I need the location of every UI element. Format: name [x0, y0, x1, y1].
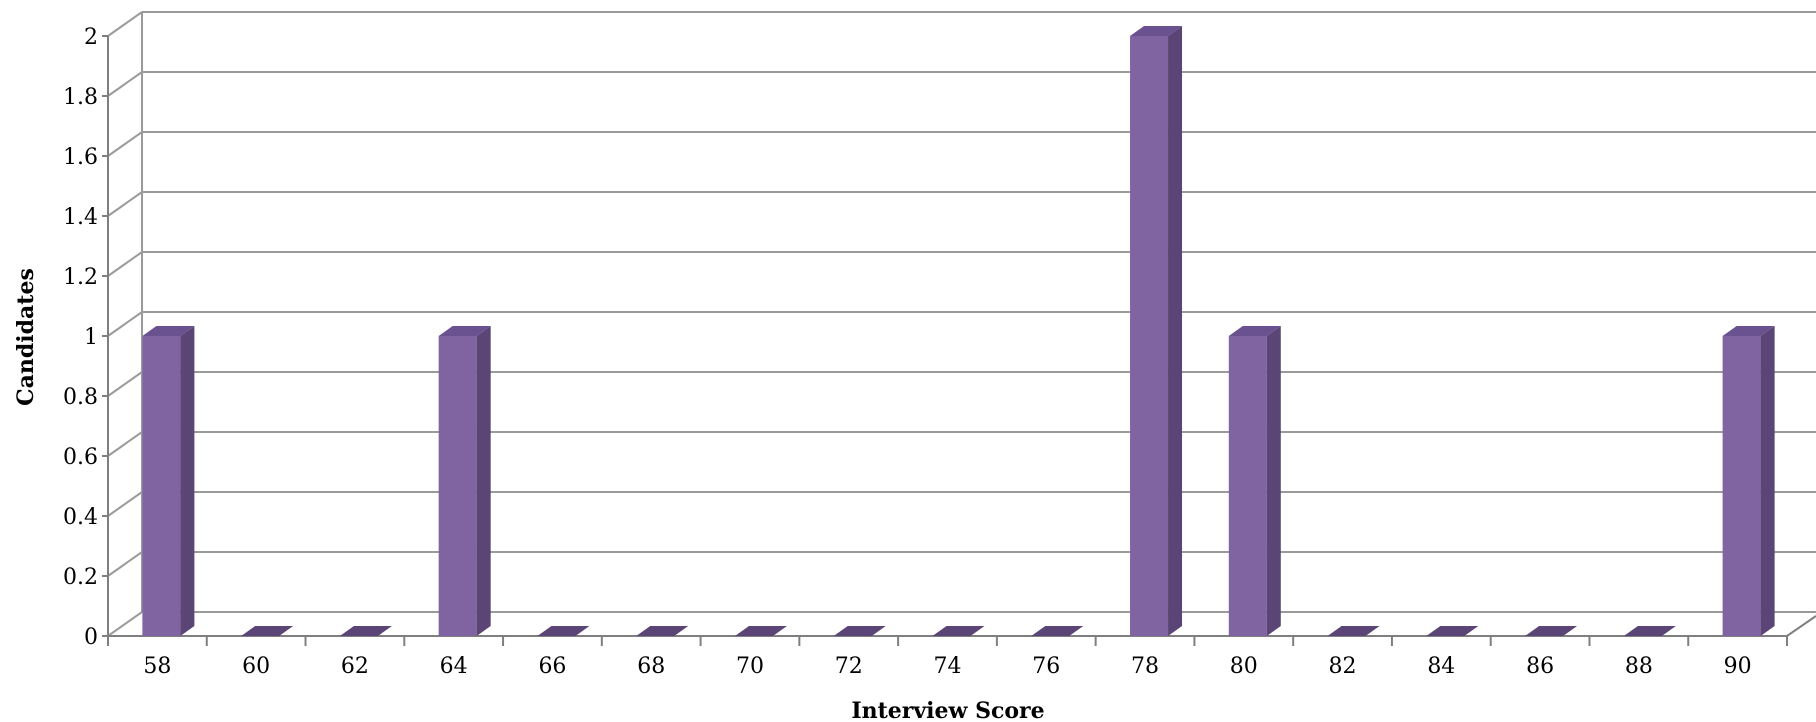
- gridline-diagonal: [107, 131, 143, 157]
- bar-front: [142, 336, 181, 636]
- floor-diagonal: [107, 611, 143, 637]
- gridline-diagonal: [107, 551, 143, 577]
- gridline-diagonal: [107, 431, 143, 457]
- y-tick-label: 0.2: [63, 565, 98, 590]
- bar-top: [636, 626, 689, 636]
- bar-80: [1228, 326, 1281, 636]
- x-tick-label: 68: [637, 654, 665, 679]
- x-tick-label: 84: [1427, 654, 1455, 679]
- gridline-diagonal: [107, 311, 143, 337]
- y-axis-title: Candidates: [13, 268, 39, 406]
- bar-top: [1327, 626, 1380, 636]
- bar-top: [1031, 626, 1084, 636]
- bar-64: [438, 326, 491, 636]
- bar-front: [1228, 336, 1267, 636]
- bar-side: [180, 326, 195, 636]
- x-tick-label: 70: [736, 654, 764, 679]
- gridline-diagonal: [107, 491, 143, 517]
- bar-68: [636, 626, 689, 636]
- bar-74: [932, 626, 985, 636]
- x-axis-title: Interview Score: [851, 698, 1044, 722]
- x-tick-label: 62: [341, 654, 369, 679]
- x-tick-label: 74: [934, 654, 962, 679]
- bar-86: [1525, 626, 1578, 636]
- x-tick-labels: 58 60 62 64 66 68 70 72 74 76 78 80 82 84 86 88 90: [143, 654, 1751, 679]
- gridline-diagonal: [107, 11, 143, 37]
- bar-84: [1426, 626, 1479, 636]
- gridline-diagonal: [107, 251, 143, 277]
- x-tick-label: 72: [835, 654, 863, 679]
- bar-top: [1722, 326, 1775, 336]
- x-tick-label: 82: [1329, 654, 1357, 679]
- x-tick-label: 66: [538, 654, 566, 679]
- bar-side: [1266, 326, 1281, 636]
- axes: [102, 35, 1816, 646]
- x-tick-label: 90: [1724, 654, 1752, 679]
- y-tick-label: 0.6: [63, 445, 98, 470]
- x-tick-label: 76: [1032, 654, 1060, 679]
- bar-side: [476, 326, 491, 636]
- bar-62: [339, 626, 392, 636]
- y-tick-label: 0.4: [63, 505, 98, 530]
- bar-58: [142, 326, 195, 636]
- y-tick-labels: 0 0.2 0.4 0.6 0.8 1 1.2 1.4 1.6 1.8 2: [63, 25, 98, 650]
- bar-top: [339, 626, 392, 636]
- x-tick-label: 86: [1526, 654, 1554, 679]
- bar-top: [1426, 626, 1479, 636]
- y-tick-label: 1.6: [63, 145, 98, 170]
- bar-front: [1722, 336, 1761, 636]
- bar-top: [1228, 326, 1281, 336]
- bar-top: [734, 626, 787, 636]
- y-tick-label: 1.8: [63, 85, 98, 110]
- bar-top: [1130, 26, 1183, 36]
- bars: [142, 26, 1775, 636]
- bar-70: [734, 626, 787, 636]
- bar-front: [1130, 36, 1169, 636]
- bar-60: [241, 626, 294, 636]
- x-tick-label: 78: [1131, 654, 1159, 679]
- x-tick-label: 60: [242, 654, 270, 679]
- bar-72: [833, 626, 886, 636]
- bar-90: [1722, 326, 1775, 636]
- gridlines: [107, 11, 1816, 637]
- gridline-diagonal: [107, 71, 143, 97]
- x-axis-end: [1786, 615, 1816, 637]
- x-tick-label: 64: [440, 654, 468, 679]
- bar-side: [1168, 26, 1183, 636]
- y-tick-label: 1.2: [63, 265, 98, 290]
- y-tick-label: 1.4: [63, 205, 98, 230]
- bar-top: [537, 626, 590, 636]
- x-tick-label: 88: [1625, 654, 1653, 679]
- bar-side: [1760, 326, 1775, 636]
- y-tick-label: 0.8: [63, 385, 98, 410]
- bar-top: [932, 626, 985, 636]
- gridline-diagonal: [107, 371, 143, 397]
- y-tick-label: 1: [84, 325, 98, 350]
- bar-top: [1623, 626, 1676, 636]
- bar-top: [142, 326, 195, 336]
- bar-top: [241, 626, 294, 636]
- y-tick-label: 0: [84, 625, 98, 650]
- bar-front: [438, 336, 477, 636]
- x-tick-label: 58: [143, 654, 171, 679]
- bar-88: [1623, 626, 1676, 636]
- bar-82: [1327, 626, 1380, 636]
- bar-top: [833, 626, 886, 636]
- bar-78: [1130, 26, 1183, 636]
- gridline-diagonal: [107, 191, 143, 217]
- bar-76: [1031, 626, 1084, 636]
- y-tick-label: 2: [84, 25, 98, 50]
- bar-top: [1525, 626, 1578, 636]
- x-tick-label: 80: [1230, 654, 1258, 679]
- bar-top: [438, 326, 491, 336]
- bar-66: [537, 626, 590, 636]
